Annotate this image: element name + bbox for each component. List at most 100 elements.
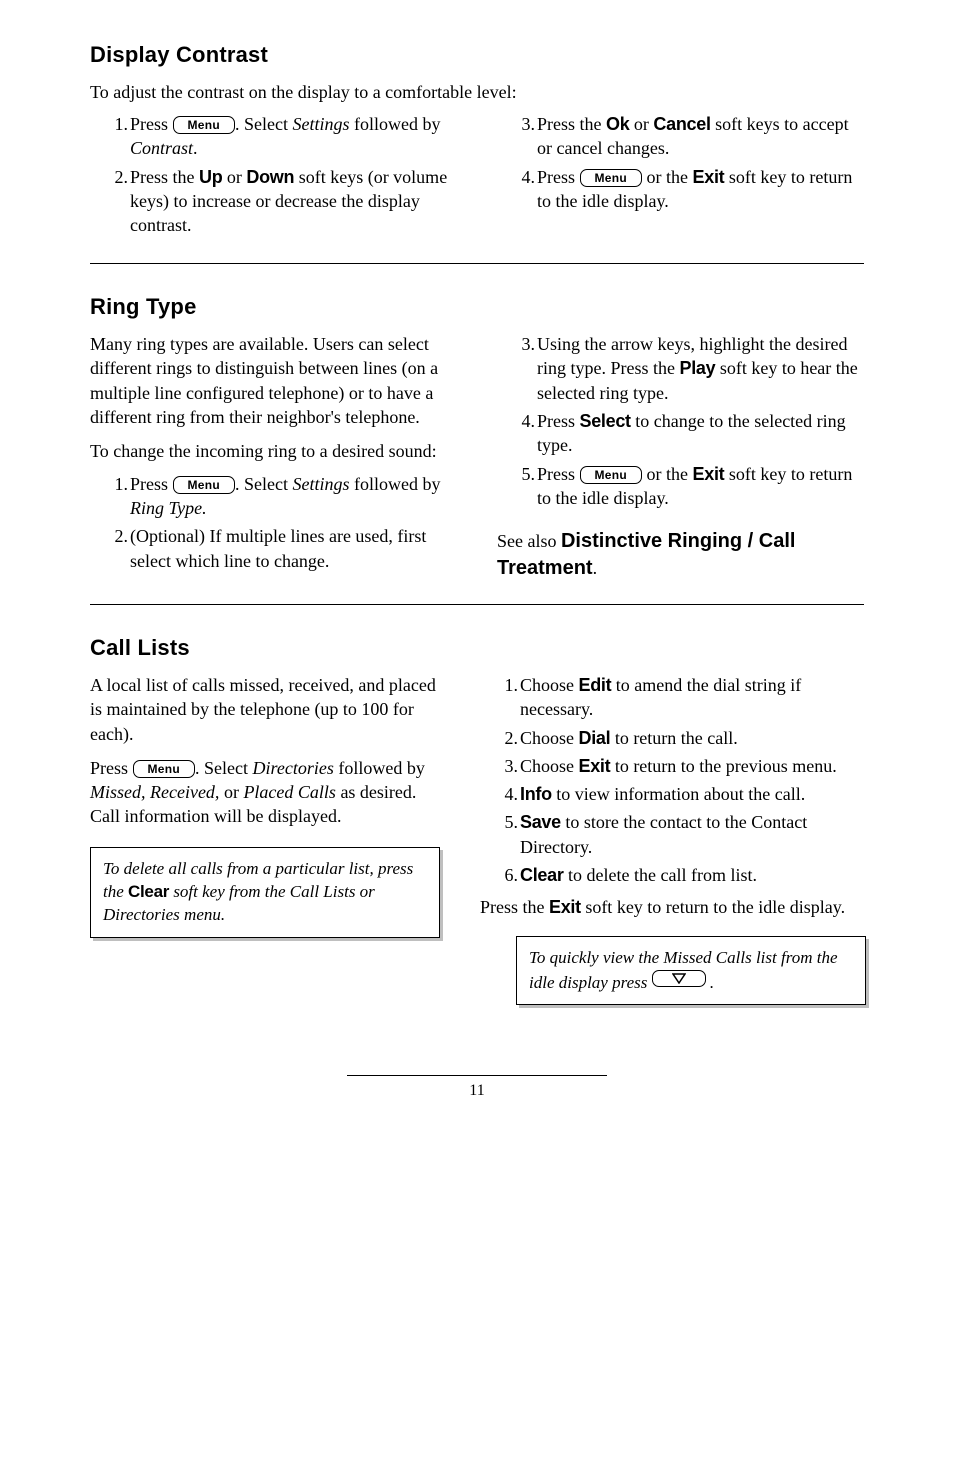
dc-step1: Press Menu. Select Settings followed by …	[130, 112, 457, 161]
ring-type-right: Using the arrow keys, highlight the desi…	[497, 332, 864, 582]
play-softkey: Play	[679, 358, 715, 378]
menu-key-icon: Menu	[133, 760, 196, 778]
text: to return to the previous menu.	[610, 756, 836, 776]
text: or	[629, 114, 653, 134]
ring-type-p1: Many ring types are available. Users can…	[90, 332, 457, 429]
dc-step2: Press the Up or Down soft keys (or volum…	[130, 165, 457, 238]
text: Press the	[130, 167, 199, 187]
text: Press	[537, 411, 580, 431]
divider	[90, 263, 864, 264]
menu-key-icon: Menu	[580, 169, 643, 187]
text: .	[706, 973, 715, 992]
text: to view information about the call.	[552, 784, 805, 804]
exit-softkey: Exit	[549, 897, 581, 917]
tip-missed-calls: To quickly view the Missed Calls list fr…	[516, 936, 866, 1006]
tip-delete-calls: To delete all calls from a particular li…	[90, 847, 440, 938]
menu-key-icon: Menu	[580, 466, 643, 484]
text: soft key to return to the idle display.	[581, 897, 845, 917]
text: See also	[497, 531, 561, 551]
text: Press the	[480, 897, 549, 917]
rt-step5: Press Menu or the Exit soft key to retur…	[537, 462, 864, 511]
text: Press	[537, 464, 580, 484]
press-exit: Press the Exit soft key to return to the…	[480, 895, 866, 919]
clear-softkey: Clear	[520, 865, 564, 885]
section-ring-type: Ring Type Many ring types are available.…	[90, 292, 864, 582]
text: Choose	[520, 675, 579, 695]
text: Press	[130, 474, 173, 494]
page-footer: 11	[90, 1075, 864, 1102]
call-lists-p2: Press Menu. Select Directories followed …	[90, 756, 440, 829]
exit-softkey: Exit	[693, 464, 725, 484]
page-number: 11	[469, 1082, 484, 1099]
contrast-label: Contrast	[130, 138, 193, 158]
call-lists-right: Choose Edit to amend the dial string if …	[480, 673, 866, 1006]
directories-label: Directories	[253, 758, 334, 778]
text: to store the contact to the Contact Dire…	[520, 812, 807, 856]
text: followed by	[350, 474, 441, 494]
down-softkey: Down	[246, 167, 294, 187]
section-call-lists: Call Lists A local list of calls missed,…	[90, 633, 864, 1005]
exit-softkey: Exit	[579, 756, 611, 776]
placed-calls-label: Placed Calls	[243, 782, 336, 802]
text: to delete the call from list.	[564, 865, 757, 885]
up-softkey: Up	[199, 167, 222, 187]
section-display-contrast: Display Contrast To adjust the contrast …	[90, 40, 864, 241]
down-arrow-key-icon	[652, 970, 706, 987]
select-softkey: Select	[580, 411, 631, 431]
menu-key-icon: Menu	[173, 116, 236, 134]
display-contrast-intro: To adjust the contrast on the display to…	[90, 80, 864, 104]
rt-step1: Press Menu. Select Settings followed by …	[130, 472, 457, 521]
dial-softkey: Dial	[579, 728, 611, 748]
text: . Select	[235, 114, 292, 134]
ring-type-label: Ring Type.	[130, 498, 207, 518]
cl-step6: Clear to delete the call from list.	[520, 863, 866, 887]
text: Press	[130, 114, 173, 134]
ring-type-p2: To change the incoming ring to a desired…	[90, 439, 457, 463]
rt-step4: Press Select to change to the selected r…	[537, 409, 864, 458]
text: or the	[642, 464, 692, 484]
text: or	[219, 782, 243, 802]
text: or	[222, 167, 246, 187]
ring-type-left: Many ring types are available. Users can…	[90, 332, 457, 582]
text: .	[593, 558, 598, 578]
info-softkey: Info	[520, 784, 552, 804]
text: or the	[642, 167, 692, 187]
exit-softkey: Exit	[693, 167, 725, 187]
settings-label: Settings	[293, 474, 350, 494]
text: . Select	[235, 474, 292, 494]
display-contrast-right: Press the Ok or Cancel soft keys to acce…	[497, 112, 864, 241]
settings-label: Settings	[293, 114, 350, 134]
cl-step1: Choose Edit to amend the dial string if …	[520, 673, 866, 722]
cl-step2: Choose Dial to return the call.	[520, 726, 866, 750]
ring-type-title: Ring Type	[90, 292, 864, 322]
display-contrast-title: Display Contrast	[90, 40, 864, 70]
text: Press	[537, 167, 580, 187]
text: followed by	[350, 114, 441, 134]
call-lists-p1: A local list of calls missed, received, …	[90, 673, 440, 746]
text: Press	[90, 758, 133, 778]
display-contrast-left: Press Menu. Select Settings followed by …	[90, 112, 457, 241]
text: Choose	[520, 756, 579, 776]
text: . Select	[195, 758, 252, 778]
cl-step3: Choose Exit to return to the previous me…	[520, 754, 866, 778]
clear-softkey: Clear	[128, 882, 169, 901]
edit-softkey: Edit	[579, 675, 612, 695]
missed-received-label: Missed, Received,	[90, 782, 219, 802]
text: .	[193, 138, 198, 158]
rt-step3: Using the arrow keys, highlight the desi…	[537, 332, 864, 405]
call-lists-left: A local list of calls missed, received, …	[90, 673, 440, 1006]
dc-step4: Press Menu or the Exit soft key to retur…	[537, 165, 864, 214]
text: Choose	[520, 728, 579, 748]
menu-key-icon: Menu	[173, 476, 236, 494]
rt-step2: (Optional) If multiple lines are used, f…	[130, 524, 457, 573]
save-softkey: Save	[520, 812, 561, 832]
text: followed by	[334, 758, 425, 778]
divider	[90, 604, 864, 605]
call-lists-title: Call Lists	[90, 633, 864, 663]
ok-softkey: Ok	[606, 114, 629, 134]
cl-step5: Save to store the contact to the Contact…	[520, 810, 866, 859]
text: Press the	[537, 114, 606, 134]
text: to return the call.	[610, 728, 737, 748]
see-also: See also Distinctive Ringing / Call Trea…	[497, 528, 864, 582]
cancel-softkey: Cancel	[653, 114, 710, 134]
